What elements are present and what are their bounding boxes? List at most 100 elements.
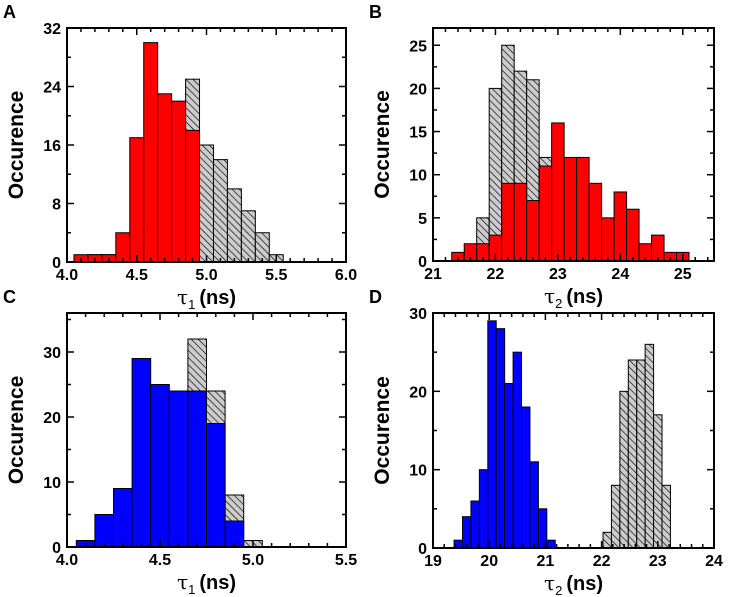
bar-red-7 [538,165,553,262]
bar-blue-3 [478,469,489,549]
tau-symbol: τ [544,571,555,595]
x-tick-label: 25 [674,266,692,283]
bar-hatched-9 [212,159,228,263]
tau-symbol: τ [544,284,555,308]
bar-hatched-11 [240,210,256,263]
bar-red-5 [143,42,159,263]
bar-hatched-0 [602,531,612,549]
x-tick-label: 24 [705,553,723,570]
bar-hatched-4 [636,359,646,549]
bar-hatched-1 [610,484,621,549]
bar-blue-9 [529,461,539,549]
bar-blue-4 [150,384,170,548]
bar-red-9 [563,156,578,262]
x-axis-label: τ1 (ns) [177,285,236,312]
y-tick-label: 10 [43,475,61,492]
tau-subscript: 1 [188,582,195,597]
y-tick-label: 10 [409,168,427,185]
y-tick-label: 8 [52,197,61,214]
panel-b: 21 22 23 24 25 0 5 10 15 20 25 Occurence τ2 (ns) B [369,2,715,311]
y-tick-label: 0 [418,541,427,558]
x-tick-label: 23 [549,266,567,283]
bar-blue-7 [512,351,523,549]
bar-hatched-8 [199,144,214,263]
x-tick-label: 4.0 [56,552,78,569]
bar-red-13 [613,191,628,262]
bar-red-5 [513,182,528,262]
x-tick-label: 5.0 [195,267,217,284]
bar-blue-5 [495,328,506,549]
bar-red-12 [601,217,615,262]
y-tick-label: 30 [43,345,61,362]
bar-blue-7 [206,423,226,548]
bar-blue-6 [504,383,514,549]
y-tick-label: 25 [409,38,427,55]
x-axis-unit: (ns) [199,287,236,309]
x-tick-label: 21 [424,266,442,283]
y-tick-label: 24 [43,80,61,97]
panel-label: D [369,287,382,307]
y-axis-label: Occurence [371,376,394,485]
y-tick-label: 5 [418,211,427,228]
x-tick-label: 4.5 [149,552,171,569]
bar-red-8 [185,129,201,263]
x-tick-label: 4.0 [56,267,78,284]
x-tick-label: 22 [487,266,505,283]
bar-hatched-2 [619,390,629,549]
x-tick-label: 22 [593,553,611,570]
panel-label: C [3,287,16,307]
y-axis-label: Occurence [5,376,28,485]
bar-blue-5 [168,390,189,548]
x-axis-unit: (ns) [566,573,603,595]
bar-hatched-3 [627,359,638,549]
bar-red-6 [157,93,173,263]
bar-red-3 [115,232,131,263]
x-tick-label: 5.5 [265,267,287,284]
bar-red-14 [626,208,640,262]
bar-red-7 [171,100,187,263]
bar-blue-3 [131,358,152,548]
plot-frame [432,27,715,262]
bar-blue-6 [187,390,207,548]
panel-label: B [369,2,382,22]
y-tick-label: 20 [43,410,61,427]
y-tick-label: 0 [418,254,427,271]
tau-symbol: τ [177,570,188,594]
bar-blue-1 [462,516,472,549]
x-tick-label: 21 [537,553,555,570]
x-axis-unit: (ns) [199,572,236,594]
tau-subscript: 1 [188,297,195,312]
bar-hatched-6 [653,414,663,549]
bar-red-11 [588,182,603,262]
y-tick-label: 0 [52,255,61,272]
y-tick-label: 20 [409,81,427,98]
x-tick-label: 19 [424,553,442,570]
bar-blue-2 [113,488,133,548]
y-tick-label: 30 [409,306,427,323]
x-tick-label: 24 [611,266,629,283]
panel-label: A [3,2,16,22]
bar-hatched-5 [644,343,655,549]
bar-red-10 [576,156,590,262]
x-axis-label: τ2 (ns) [544,571,603,597]
x-axis-label: τ2 (ns) [544,284,603,311]
x-tick-label: 20 [480,553,498,570]
x-tick-label: 23 [649,553,667,570]
tau-subscript: 2 [555,296,562,311]
y-tick-label: 16 [43,138,61,155]
y-tick-label: 15 [409,125,427,142]
y-tick-label: 0 [52,540,61,557]
bar-red-4 [129,137,145,263]
x-axis-label: τ1 (ns) [177,570,236,597]
bar-blue-8 [521,406,531,549]
bar-blue-2 [470,500,480,549]
x-tick-label: 5.0 [242,552,264,569]
x-axis-unit: (ns) [566,286,603,308]
x-tick-label: 6.0 [335,267,357,284]
x-tick-label: 4.5 [126,267,148,284]
bar-red-4 [501,182,515,262]
y-tick-label: 32 [43,21,61,38]
